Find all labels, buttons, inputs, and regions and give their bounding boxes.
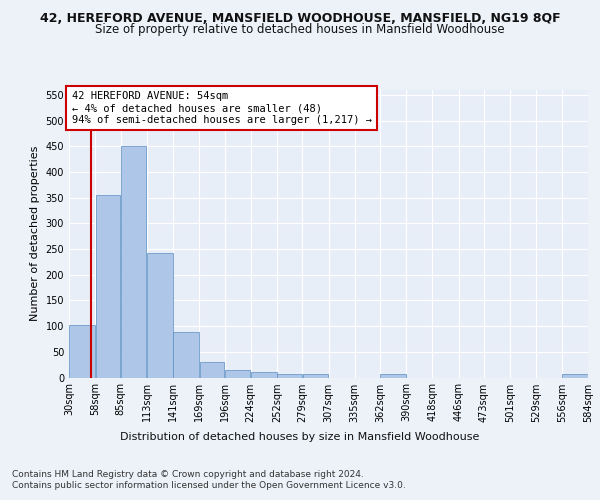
Text: Distribution of detached houses by size in Mansfield Woodhouse: Distribution of detached houses by size …: [121, 432, 479, 442]
Bar: [302, 374, 328, 378]
Bar: [277, 374, 302, 378]
Bar: [147, 252, 173, 378]
Text: 42 HEREFORD AVENUE: 54sqm
← 4% of detached houses are smaller (48)
94% of semi-d: 42 HEREFORD AVENUE: 54sqm ← 4% of detach…: [71, 92, 371, 124]
Bar: [380, 374, 406, 378]
Text: 42, HEREFORD AVENUE, MANSFIELD WOODHOUSE, MANSFIELD, NG19 8QF: 42, HEREFORD AVENUE, MANSFIELD WOODHOUSE…: [40, 12, 560, 26]
Bar: [121, 146, 146, 378]
Bar: [200, 362, 224, 378]
Bar: [251, 372, 277, 378]
Bar: [70, 324, 95, 378]
Bar: [95, 195, 120, 378]
Text: Size of property relative to detached houses in Mansfield Woodhouse: Size of property relative to detached ho…: [95, 22, 505, 36]
Text: Contains HM Land Registry data © Crown copyright and database right 2024.: Contains HM Land Registry data © Crown c…: [12, 470, 364, 479]
Bar: [562, 374, 587, 378]
Y-axis label: Number of detached properties: Number of detached properties: [30, 146, 40, 322]
Text: Contains public sector information licensed under the Open Government Licence v3: Contains public sector information licen…: [12, 481, 406, 490]
Bar: [225, 370, 250, 378]
Bar: [173, 332, 199, 378]
